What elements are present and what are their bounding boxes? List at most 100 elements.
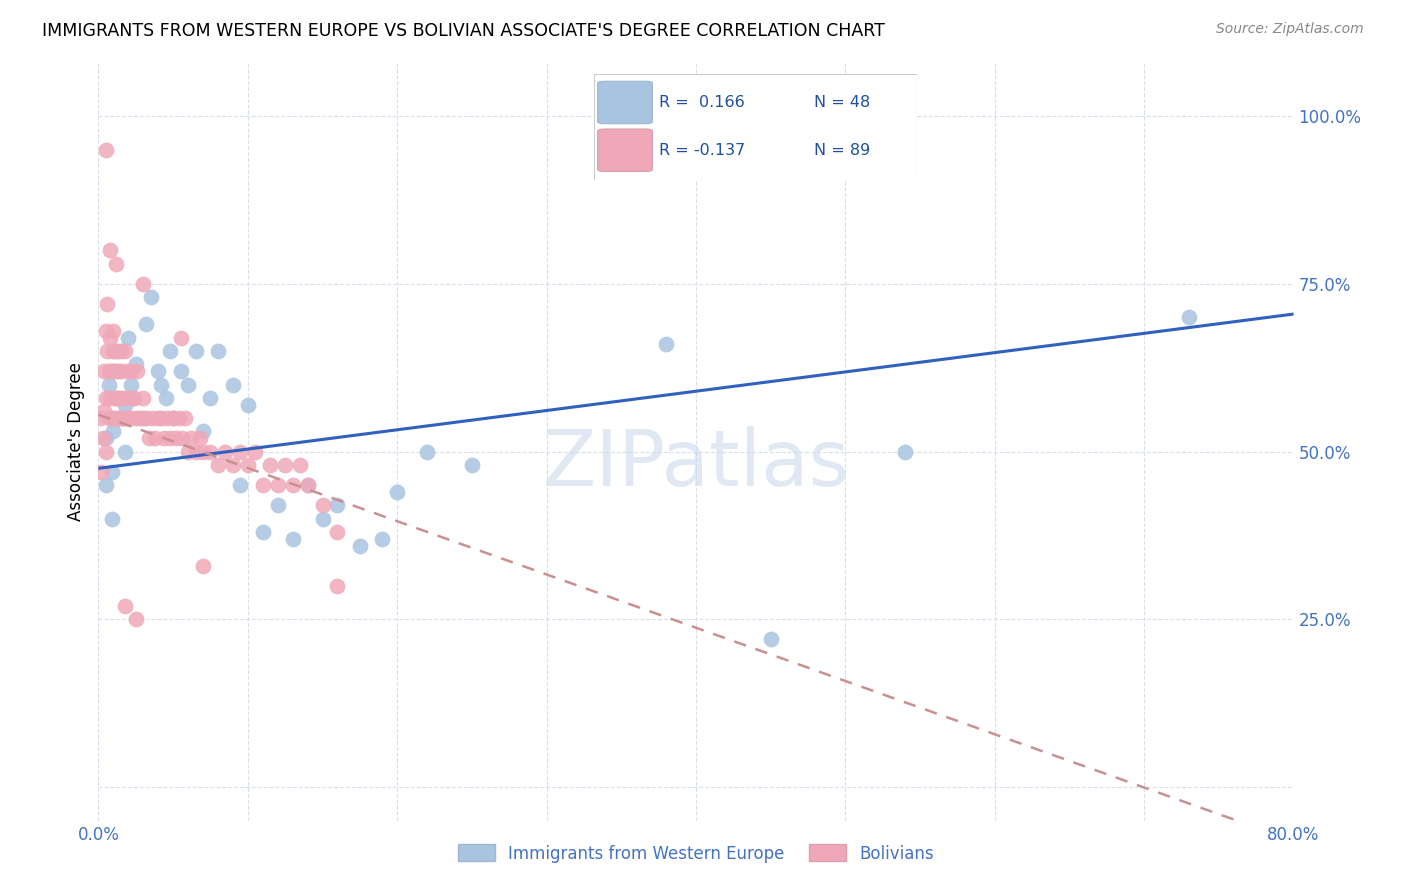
Point — [172, 431, 194, 445]
Point — [174, 411, 197, 425]
Point — [165, 431, 187, 445]
Point — [101, 512, 124, 526]
Point — [156, 411, 179, 425]
Point — [103, 324, 125, 338]
Point — [191, 558, 214, 573]
Point — [252, 478, 274, 492]
Point — [114, 599, 136, 613]
Point — [129, 411, 152, 425]
Point — [135, 411, 157, 425]
Point — [274, 458, 297, 472]
Point — [101, 364, 124, 378]
Point — [169, 364, 191, 378]
Point — [222, 377, 245, 392]
Point — [132, 391, 155, 405]
Point — [111, 411, 134, 425]
Point — [236, 458, 259, 472]
Point — [107, 391, 129, 405]
Text: Source: ZipAtlas.com: Source: ZipAtlas.com — [1216, 22, 1364, 37]
Point — [229, 478, 252, 492]
Point — [115, 411, 138, 425]
Point — [114, 391, 136, 405]
Point — [111, 411, 134, 425]
Point — [105, 364, 128, 378]
Point — [120, 377, 142, 392]
Point — [297, 478, 319, 492]
Point — [281, 532, 304, 546]
Point — [714, 129, 737, 144]
Point — [214, 444, 236, 458]
Point — [191, 425, 214, 439]
Point — [90, 465, 112, 479]
Point — [125, 612, 148, 626]
Point — [97, 377, 120, 392]
Point — [101, 465, 124, 479]
Point — [117, 364, 139, 378]
Point — [114, 444, 136, 458]
Point — [110, 391, 132, 405]
Point — [162, 411, 184, 425]
Text: IMMIGRANTS FROM WESTERN EUROPE VS BOLIVIAN ASSOCIATE'S DEGREE CORRELATION CHART: IMMIGRANTS FROM WESTERN EUROPE VS BOLIVI… — [42, 22, 884, 40]
Point — [96, 343, 118, 358]
Point — [259, 458, 281, 472]
Point — [118, 391, 141, 405]
Point — [124, 391, 146, 405]
Point — [94, 478, 117, 492]
Point — [184, 444, 207, 458]
Point — [167, 411, 190, 425]
Point — [349, 539, 371, 553]
Point — [125, 411, 148, 425]
Point — [112, 411, 135, 425]
Point — [180, 431, 202, 445]
Point — [148, 411, 170, 425]
Point — [311, 512, 333, 526]
Point — [188, 431, 211, 445]
Point — [117, 330, 139, 344]
Point — [132, 411, 155, 425]
Point — [169, 330, 191, 344]
Point — [416, 444, 439, 458]
Point — [103, 364, 125, 378]
Point — [281, 478, 304, 492]
Point — [139, 290, 162, 304]
Point — [98, 244, 122, 258]
Point — [97, 411, 120, 425]
Point — [91, 431, 114, 445]
Point — [245, 444, 267, 458]
Point — [141, 411, 163, 425]
Point — [114, 343, 136, 358]
Point — [155, 391, 177, 405]
Point — [111, 364, 134, 378]
Point — [121, 391, 143, 405]
Point — [326, 498, 349, 512]
Point — [143, 431, 166, 445]
Point — [97, 364, 120, 378]
Point — [177, 377, 200, 392]
Point — [93, 404, 115, 418]
Point — [267, 478, 290, 492]
Point — [103, 343, 125, 358]
Point — [94, 143, 117, 157]
Point — [114, 398, 136, 412]
Point — [105, 257, 128, 271]
Point — [110, 343, 132, 358]
Point — [326, 525, 349, 540]
Point — [104, 391, 127, 405]
Point — [461, 458, 484, 472]
Point — [159, 431, 181, 445]
Point — [94, 431, 117, 445]
Point — [655, 337, 678, 351]
Point — [105, 411, 128, 425]
Point — [96, 297, 118, 311]
Y-axis label: Associate's Degree: Associate's Degree — [67, 362, 86, 521]
Point — [104, 343, 127, 358]
Point — [311, 498, 333, 512]
Point — [107, 343, 129, 358]
Point — [200, 391, 222, 405]
Point — [236, 398, 259, 412]
Point — [98, 330, 122, 344]
Point — [267, 498, 290, 512]
Point — [207, 458, 229, 472]
Point — [191, 444, 214, 458]
Point — [177, 444, 200, 458]
